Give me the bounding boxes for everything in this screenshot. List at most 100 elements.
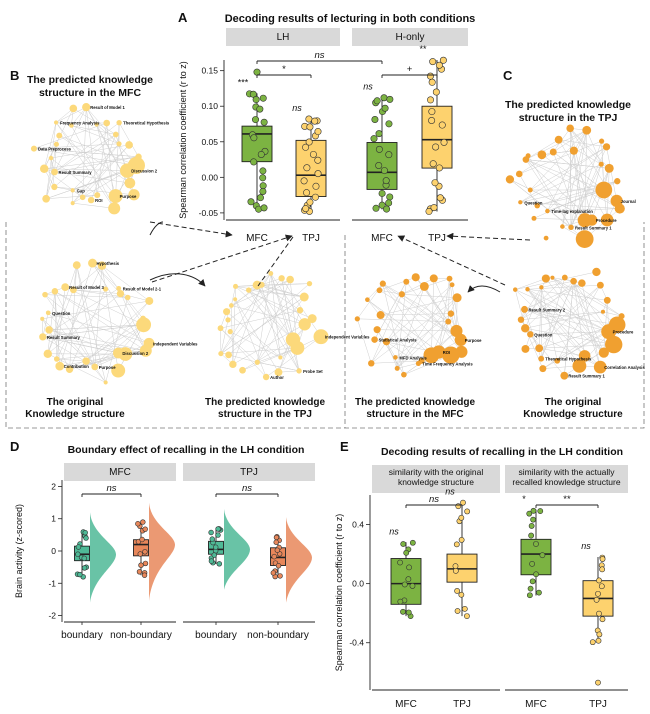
network-edge	[44, 168, 128, 171]
network-edge	[226, 311, 281, 358]
network-node-label: Theoretical Hypothesis	[123, 121, 170, 126]
y-tick-label: 0.15	[201, 66, 218, 76]
network-node-label: Hypothesis	[97, 261, 120, 266]
network-edge	[85, 300, 150, 362]
network-node	[108, 189, 123, 204]
data-point	[375, 130, 383, 138]
network-node	[102, 286, 109, 292]
network-edge	[42, 312, 49, 337]
data-point	[303, 164, 311, 172]
network-edge	[47, 291, 56, 354]
network-edge	[541, 154, 620, 209]
network-edge	[396, 281, 407, 369]
network-edge	[525, 139, 559, 160]
network-edge	[540, 281, 574, 359]
data-point	[82, 529, 88, 536]
category-label: MFC	[371, 233, 393, 244]
network-node-label: Data Preprocess	[38, 147, 72, 152]
network-edge	[118, 122, 139, 157]
network-node	[227, 329, 233, 335]
data-point	[273, 539, 279, 545]
network-edge	[220, 296, 305, 354]
category-label: MFC	[246, 233, 268, 244]
panel-letter-d: D	[10, 439, 19, 454]
data-point	[138, 562, 144, 568]
network-node	[578, 350, 591, 362]
data-point	[277, 573, 283, 579]
network-node	[379, 280, 386, 287]
data-point	[385, 120, 393, 128]
data-point	[432, 88, 440, 96]
network-node	[447, 310, 455, 317]
network-edge	[357, 318, 372, 364]
data-point	[260, 204, 268, 212]
network-edge	[371, 297, 458, 364]
facet-label: TPJ	[240, 467, 258, 478]
network-node	[398, 291, 405, 298]
network-node-label: Purpose	[99, 365, 116, 370]
network-edge	[386, 341, 398, 369]
network-edge	[547, 189, 604, 212]
network-edge	[94, 300, 150, 368]
network-edge	[220, 347, 298, 354]
network-edge	[538, 284, 601, 349]
network-edge	[231, 305, 305, 325]
network-node	[233, 283, 239, 289]
network-edge	[573, 281, 601, 368]
network-node	[268, 270, 274, 276]
category-label: non-boundary	[110, 630, 172, 641]
data-point	[137, 551, 143, 557]
data-point	[529, 560, 536, 567]
network-node	[42, 291, 48, 298]
network-node	[411, 273, 420, 282]
data-point	[136, 569, 143, 575]
box-body	[390, 558, 422, 605]
arrow-c-tpj	[446, 232, 531, 241]
network-edge	[50, 144, 130, 159]
network-node	[618, 313, 625, 320]
network-edge	[69, 350, 146, 370]
network-node	[124, 294, 131, 301]
data-point	[428, 78, 436, 86]
network-edge	[401, 278, 434, 295]
network-node-label: Time Frequency Analysis	[422, 361, 473, 366]
network-node	[116, 285, 122, 291]
network-node	[598, 161, 604, 167]
data-point	[309, 150, 317, 158]
network-node	[534, 202, 541, 209]
network-node	[82, 357, 90, 365]
network-edge	[47, 293, 121, 354]
network-edge	[431, 278, 435, 356]
data-point	[409, 583, 416, 589]
data-point	[75, 544, 82, 550]
network-node	[30, 145, 37, 152]
network-node	[69, 286, 77, 294]
network-edge	[227, 279, 291, 321]
network-edge	[525, 159, 620, 209]
network-node	[578, 279, 586, 287]
network-node	[505, 175, 515, 184]
data-point	[250, 158, 258, 166]
data-point	[311, 193, 319, 201]
network-node	[446, 275, 453, 282]
network-node	[223, 308, 231, 316]
network-edge	[65, 286, 144, 326]
data-point	[400, 608, 406, 615]
network-edge	[42, 288, 119, 338]
data-point	[142, 560, 149, 567]
network-edge	[231, 279, 291, 306]
network-edge	[120, 293, 150, 302]
network-node	[112, 347, 124, 359]
data-point	[215, 526, 221, 532]
network-node-label: Result Summary	[47, 335, 81, 340]
data-point	[247, 198, 255, 206]
network-node	[296, 368, 302, 374]
y-tick-label: 0.4	[352, 520, 364, 530]
network-edge	[231, 286, 236, 306]
network-edge	[379, 290, 461, 341]
network-c-tpj: Journal Procedure Result Summary 1 Time-lag…	[505, 124, 636, 248]
network-edge	[234, 299, 279, 373]
data-point	[440, 138, 448, 146]
data-point	[142, 549, 148, 555]
